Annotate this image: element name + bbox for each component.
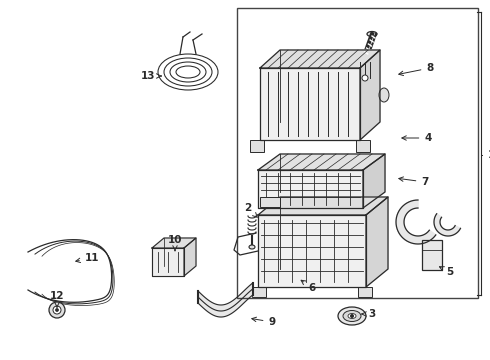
Ellipse shape [367, 31, 377, 36]
Bar [250, 140, 264, 152]
Text: 5: 5 [440, 267, 454, 277]
Text: 3: 3 [362, 309, 376, 319]
Polygon shape [260, 68, 360, 140]
Polygon shape [198, 283, 253, 317]
Circle shape [350, 314, 354, 318]
Circle shape [55, 309, 58, 311]
Bar [237, 8, 478, 298]
Ellipse shape [343, 310, 361, 321]
Bar [358, 287, 372, 297]
Ellipse shape [348, 314, 356, 319]
Ellipse shape [249, 245, 255, 249]
Polygon shape [434, 214, 461, 236]
Bar [356, 140, 370, 152]
Bar [422, 240, 442, 270]
Text: 6: 6 [301, 280, 316, 293]
Polygon shape [258, 215, 366, 287]
Polygon shape [152, 248, 184, 276]
Bar [260, 197, 280, 207]
Polygon shape [258, 154, 385, 170]
Text: 1: 1 [488, 150, 490, 160]
Bar [356, 58, 374, 82]
Ellipse shape [379, 88, 389, 102]
Circle shape [362, 75, 368, 81]
Ellipse shape [338, 307, 366, 325]
Text: 4: 4 [402, 133, 432, 143]
Bar [252, 287, 266, 297]
Polygon shape [366, 197, 388, 287]
Circle shape [49, 302, 65, 318]
Text: 10: 10 [168, 235, 182, 251]
Circle shape [53, 306, 61, 314]
Text: 12: 12 [50, 291, 64, 307]
Text: 2: 2 [245, 203, 257, 217]
Polygon shape [152, 238, 196, 248]
Text: 9: 9 [252, 317, 275, 327]
Polygon shape [363, 154, 385, 208]
Text: 7: 7 [399, 177, 429, 187]
Polygon shape [184, 238, 196, 276]
Text: 11: 11 [76, 253, 99, 263]
Polygon shape [258, 170, 363, 208]
Polygon shape [396, 200, 436, 244]
Text: 8: 8 [399, 63, 434, 76]
Polygon shape [260, 50, 380, 68]
Polygon shape [258, 197, 388, 215]
Text: 13: 13 [141, 71, 161, 81]
Polygon shape [360, 50, 380, 140]
